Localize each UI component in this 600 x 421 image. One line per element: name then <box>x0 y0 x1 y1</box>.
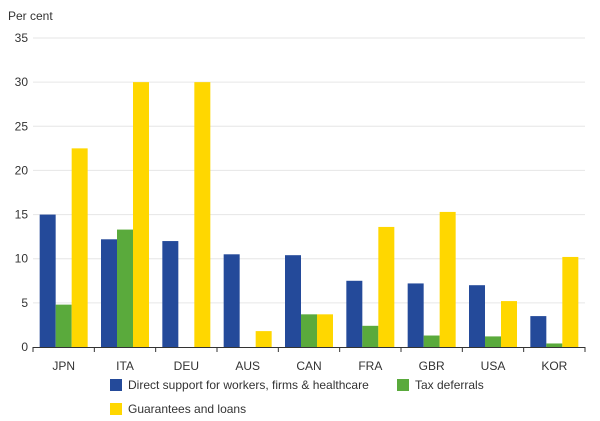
bar-ita-series-3 <box>133 82 149 348</box>
bars <box>39 82 579 348</box>
bar-usa-series-3 <box>501 301 517 347</box>
legend-item-1: Direct support for workers, firms & heal… <box>110 378 369 392</box>
bar-jpn-series-2 <box>55 304 72 347</box>
bar-gbr-series-1 <box>407 283 424 347</box>
x-category-label: ITA <box>116 359 134 373</box>
legend-swatch <box>110 379 122 391</box>
legend-item-3: Guarantees and loans <box>110 402 246 416</box>
legend-swatch <box>110 403 122 415</box>
bar-kor-series-3 <box>562 256 579 347</box>
bar-can-series-3 <box>317 314 333 347</box>
legend-label: Direct support for workers, firms & heal… <box>128 378 369 392</box>
bar-fra-series-2 <box>362 325 379 347</box>
bar-ita-series-1 <box>101 239 117 347</box>
legend-label: Tax deferrals <box>415 378 484 392</box>
x-category-label: DEU <box>174 359 199 373</box>
x-category-label: USA <box>481 359 506 373</box>
bar-deu-series-3 <box>194 82 211 348</box>
y-axis-unit-label: Per cent <box>8 9 53 23</box>
x-axis: JPN ITA DEU AUS CAN FRA GBR USA KOR <box>32 347 586 373</box>
bar-ita-series-2 <box>117 229 133 347</box>
legend-item-2: Tax deferrals <box>397 378 484 392</box>
bar-can-series-2 <box>301 314 317 347</box>
x-category-label: AUS <box>235 359 260 373</box>
bar-gbr-series-2 <box>423 335 440 347</box>
y-tick-label: 30 <box>15 75 29 89</box>
x-category-label: CAN <box>296 359 321 373</box>
bar-kor-series-2 <box>546 343 563 347</box>
bar-can-series-1 <box>285 255 301 347</box>
legend: Direct support for workers, firms & heal… <box>110 378 484 416</box>
bar-usa-series-1 <box>469 285 485 347</box>
y-tick-label: 15 <box>15 208 29 222</box>
bar-deu-series-1 <box>162 241 179 347</box>
bar-jpn-series-1 <box>39 214 56 347</box>
legend-swatch <box>397 379 409 391</box>
bar-usa-series-2 <box>485 336 501 347</box>
bar-aus-series-3 <box>255 331 272 347</box>
y-axis-tick-labels: 0 5 10 15 20 25 30 35 <box>15 31 29 354</box>
x-category-label: JPN <box>52 359 75 373</box>
bar-fra-series-3 <box>378 226 395 347</box>
y-tick-label: 35 <box>15 31 29 45</box>
x-category-label: GBR <box>419 359 445 373</box>
bar-gbr-series-3 <box>439 211 456 347</box>
y-tick-label: 25 <box>15 119 29 133</box>
legend-label: Guarantees and loans <box>128 402 246 416</box>
y-tick-label: 10 <box>15 252 29 266</box>
bar-kor-series-1 <box>530 316 547 347</box>
y-tick-label: 0 <box>21 340 28 354</box>
bar-fra-series-1 <box>346 280 363 347</box>
bar-jpn-series-3 <box>71 148 88 347</box>
y-tick-label: 20 <box>15 163 29 177</box>
y-tick-label: 5 <box>21 296 28 310</box>
x-category-label: FRA <box>358 359 382 373</box>
bar-aus-series-1 <box>223 254 240 347</box>
x-category-label: KOR <box>541 359 567 373</box>
